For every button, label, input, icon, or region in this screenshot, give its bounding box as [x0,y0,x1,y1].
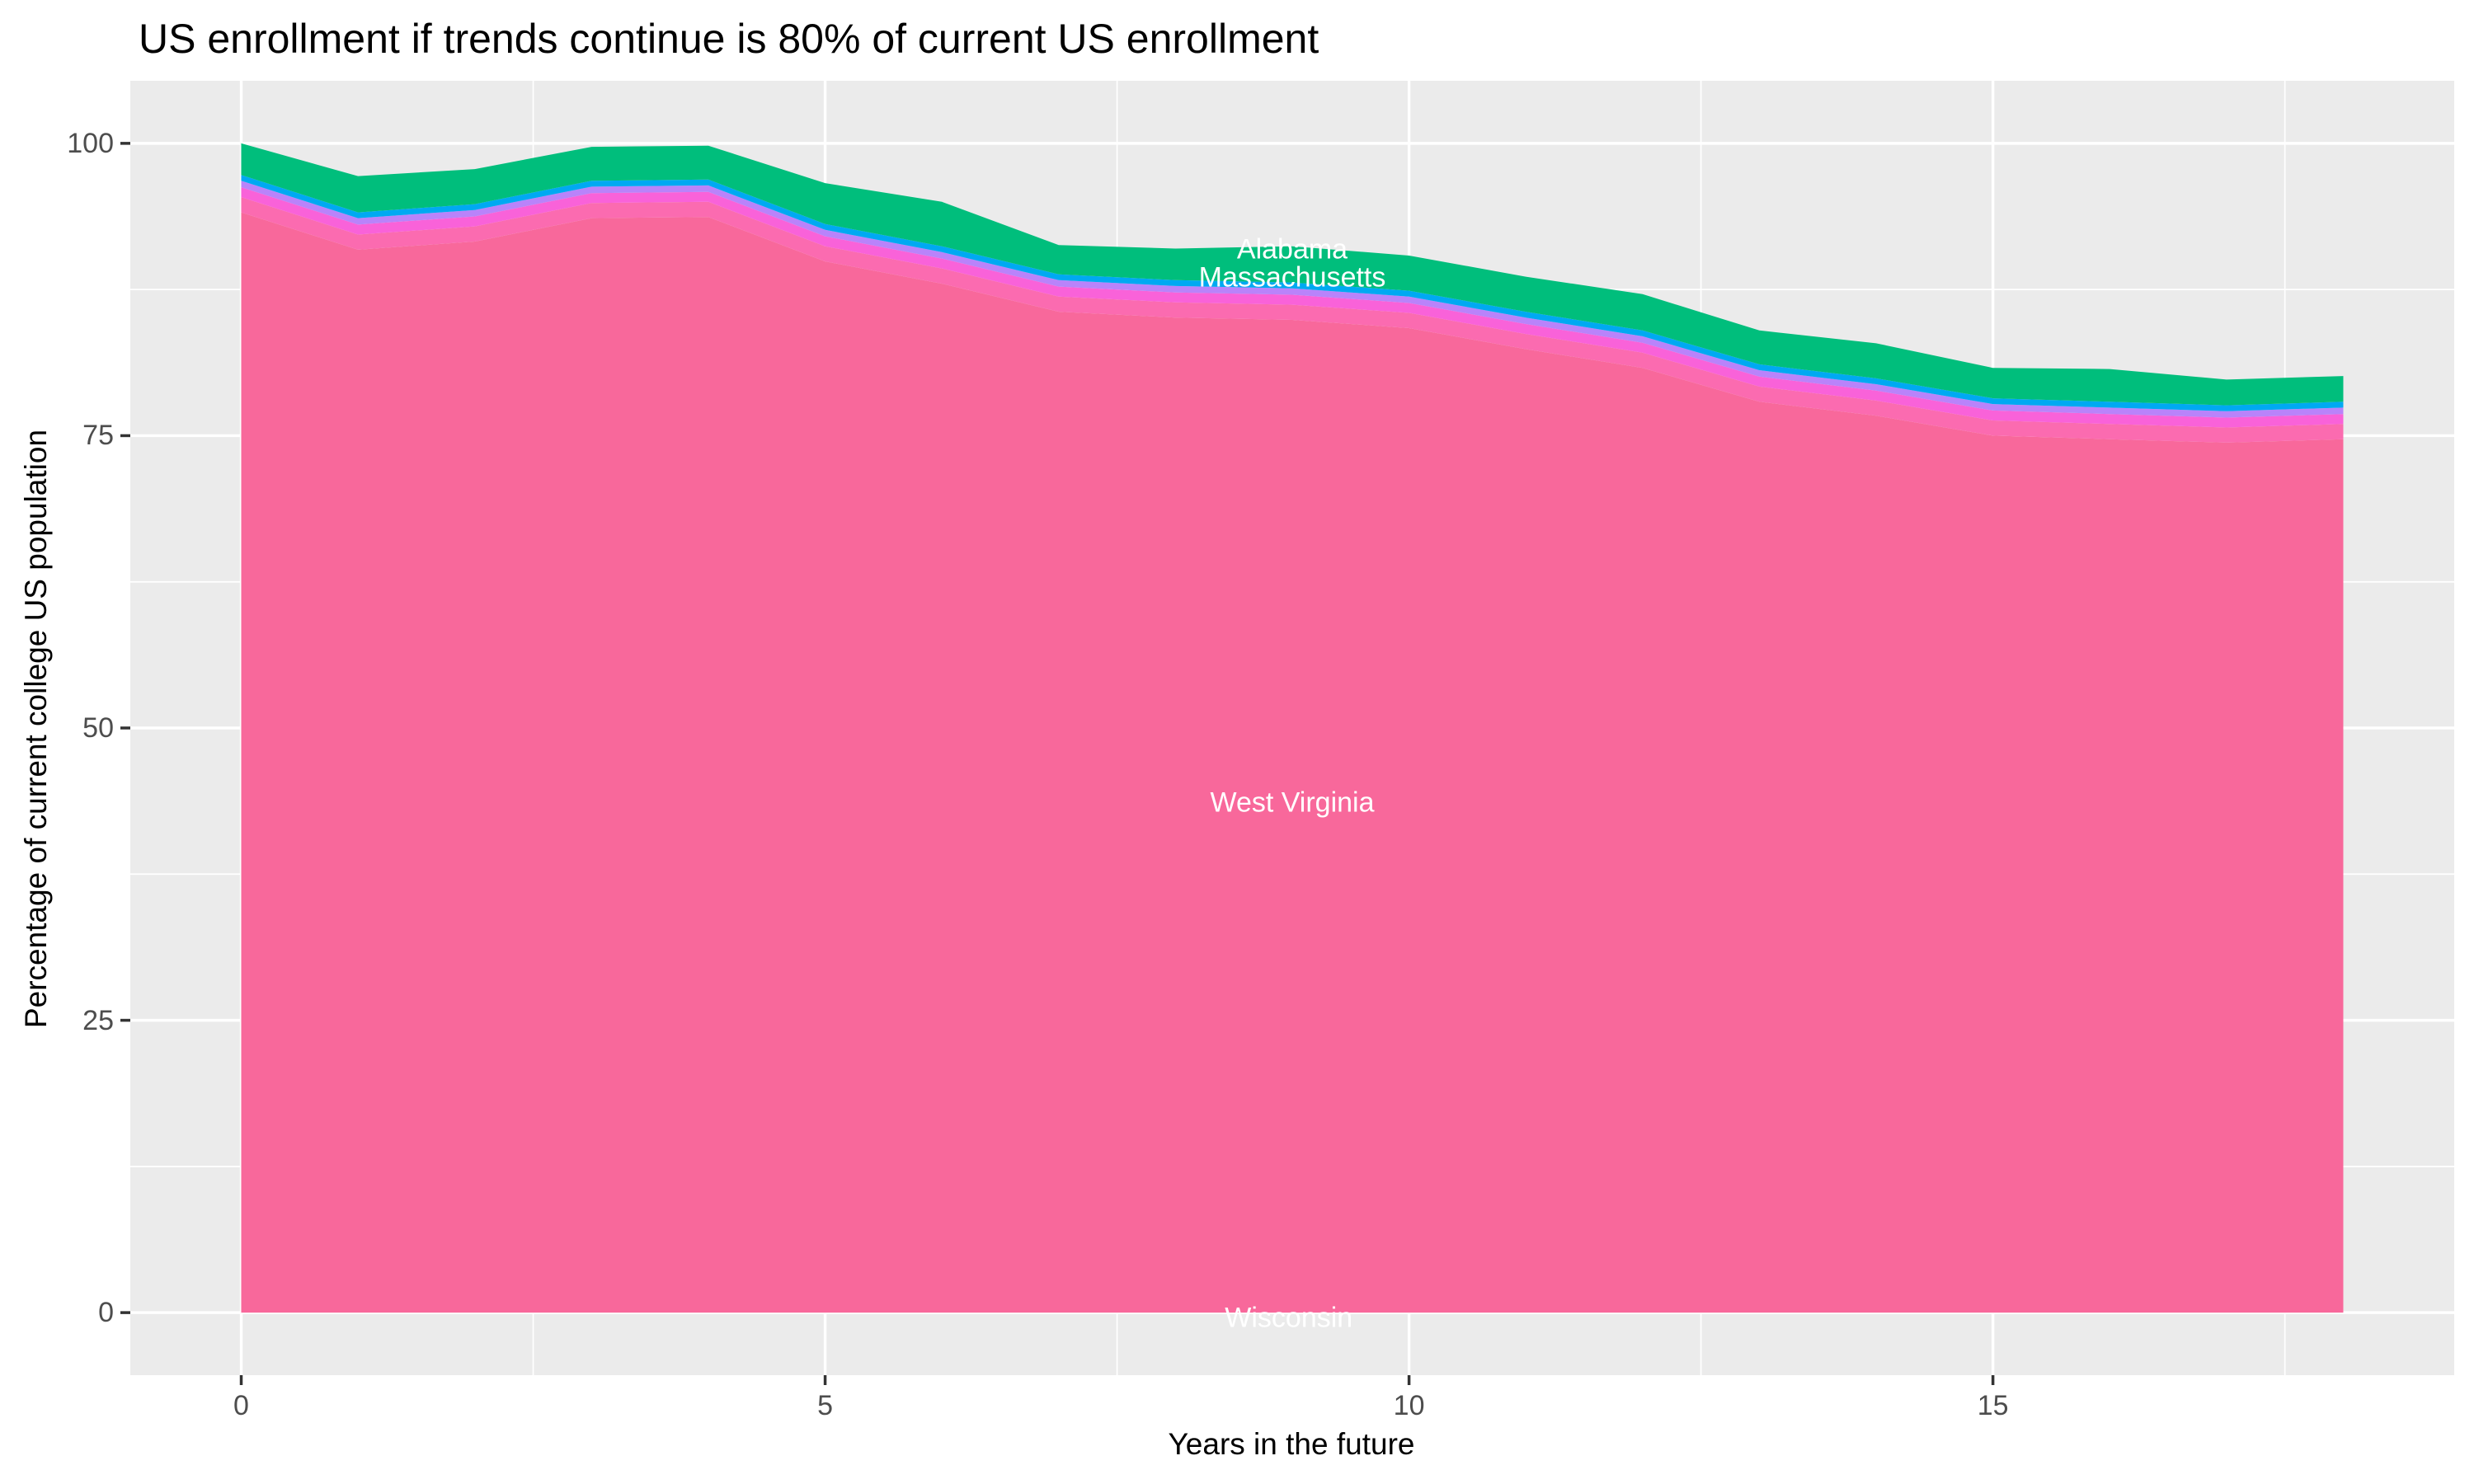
y-tick-label: 50 [82,712,114,744]
y-tick-label: 75 [82,420,114,452]
y-tick-label: 25 [82,1004,114,1036]
area-label-massachusetts: Massachusetts [1198,261,1386,294]
area-label-west-virginia: West Virginia [1210,787,1375,819]
x-tick-label: 0 [233,1390,249,1421]
area-label-alabama: Alabama [1236,233,1348,265]
x-axis-title: Years in the future [1168,1427,1415,1461]
y-tick-label: 0 [98,1297,114,1329]
area-label-wisconsin: Wisconsin [1225,1302,1353,1334]
x-tick-label: 10 [1393,1390,1425,1421]
x-tick-label: 5 [817,1390,834,1421]
x-tick-label: 15 [1977,1390,2009,1421]
y-tick-label: 100 [67,127,114,159]
chart-title: US enrollment if trends continue is 80% … [139,16,1319,62]
